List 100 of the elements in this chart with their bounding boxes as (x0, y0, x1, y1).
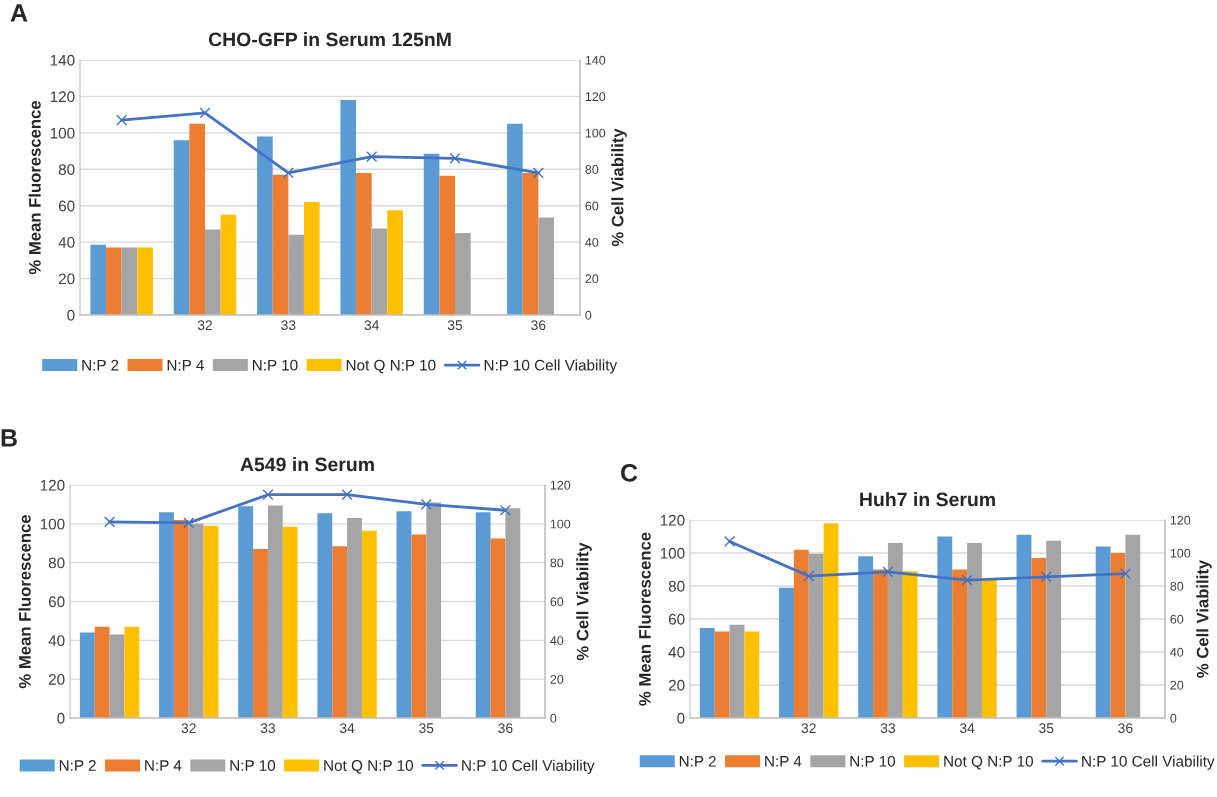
bar (371, 228, 388, 315)
point (499, 504, 511, 516)
legend-label: Not Q N:P 10 (346, 359, 436, 374)
y-tick-label: 0 (677, 712, 685, 724)
y2-axis-title: % Cell Viability (1196, 559, 1212, 678)
y-tick-label: 40 (58, 237, 75, 248)
y2-tick-label: 20 (585, 274, 599, 284)
bar (729, 624, 745, 718)
bar (505, 508, 521, 718)
legend-label: N:P 10 Cell Viability (1082, 755, 1215, 770)
point (183, 517, 195, 529)
bar (79, 632, 95, 718)
bar (937, 536, 953, 718)
y2-tick-label: 100 (585, 128, 606, 138)
text: B (1, 429, 17, 447)
legend-label: N:P 4 (167, 359, 204, 371)
y-tick-label: 120 (40, 479, 65, 491)
bar (272, 174, 289, 315)
bar (793, 549, 809, 718)
y2-tick-label: 100 (1170, 548, 1191, 558)
bar (356, 172, 372, 315)
bar (220, 214, 237, 315)
y-tick-label: 100 (660, 547, 685, 559)
y-tick-label: 140 (50, 54, 75, 66)
bar (340, 100, 357, 315)
bar (189, 123, 205, 315)
bar (347, 518, 362, 718)
point (262, 489, 274, 501)
y-tick-label: 0 (67, 309, 75, 321)
y2-tick-label: 60 (550, 597, 564, 607)
bar (90, 244, 107, 315)
y2-tick-label: 0 (550, 713, 557, 723)
chart-title: A549 in Serum (240, 457, 374, 472)
bar (238, 506, 254, 718)
y2-tick-label: 0 (1170, 713, 1177, 723)
point (116, 114, 128, 126)
x-tick-label: 36 (498, 723, 513, 734)
bar (823, 523, 839, 718)
y2-axis-title: % Cell Viability (611, 128, 627, 247)
bar (124, 626, 140, 718)
chart-title: CHO-GFP in Serum 125nM (208, 32, 451, 47)
x-tick-label: 32 (197, 320, 213, 331)
x-tick-label: 34 (959, 723, 975, 734)
y2-tick-label: 120 (1170, 515, 1191, 525)
bar (522, 172, 539, 315)
legend-label: N:P 2 (59, 760, 96, 771)
bar (779, 587, 794, 718)
y2-tick-label: 100 (550, 519, 571, 529)
bar (317, 513, 333, 718)
y-tick-label: 40 (668, 646, 685, 658)
text: A (10, 4, 28, 22)
y2-axis-title: % Cell Viability (576, 542, 592, 661)
bar (967, 543, 982, 718)
point (961, 574, 973, 586)
x-tick-label: 34 (364, 320, 379, 331)
point (282, 167, 294, 179)
y2-tick-label: 60 (585, 201, 599, 211)
bar (873, 569, 888, 718)
point (882, 566, 894, 578)
y2-tick-label: 120 (550, 480, 571, 490)
x-tick-label: 32 (181, 723, 196, 734)
y2-tick-label: 40 (550, 636, 564, 645)
point (199, 107, 211, 119)
y-tick-label: 80 (668, 580, 685, 592)
bar (902, 571, 918, 718)
bar (282, 526, 298, 718)
y-tick-label: 20 (48, 674, 65, 685)
point (1119, 568, 1131, 580)
point (341, 489, 353, 501)
bar (203, 525, 219, 718)
bar (426, 502, 442, 718)
legend-label: Not Q N:P 10 (324, 760, 414, 774)
bar (361, 530, 377, 718)
y-tick-label: 20 (668, 679, 685, 691)
y-axis-title: % Mean Fluorescence (18, 514, 31, 689)
y-tick-label: 120 (660, 514, 685, 526)
bar (1095, 546, 1111, 718)
bar (439, 175, 455, 315)
y-tick-label: 80 (48, 557, 65, 569)
bar (952, 569, 968, 718)
bar (887, 543, 903, 718)
bar (332, 546, 348, 718)
legend-label: N:P 10 (850, 755, 896, 767)
bar (1046, 540, 1062, 718)
y-axis-title: % Mean Fluorescence (28, 100, 41, 275)
bar (173, 140, 190, 315)
legend-label: N:P 10 Cell Viability (462, 759, 595, 774)
y-tick-label: 0 (57, 712, 65, 724)
bar (411, 534, 427, 718)
x-tick-label: 35 (447, 320, 463, 331)
bar (137, 247, 153, 315)
y-tick-label: 20 (58, 273, 75, 285)
point (803, 570, 815, 582)
bar (288, 234, 304, 315)
point (449, 152, 461, 164)
bar (858, 556, 874, 718)
y2-tick-label: 80 (585, 165, 599, 174)
bar (475, 512, 491, 718)
bar (1110, 553, 1126, 718)
y2-tick-label: 60 (1170, 614, 1184, 624)
